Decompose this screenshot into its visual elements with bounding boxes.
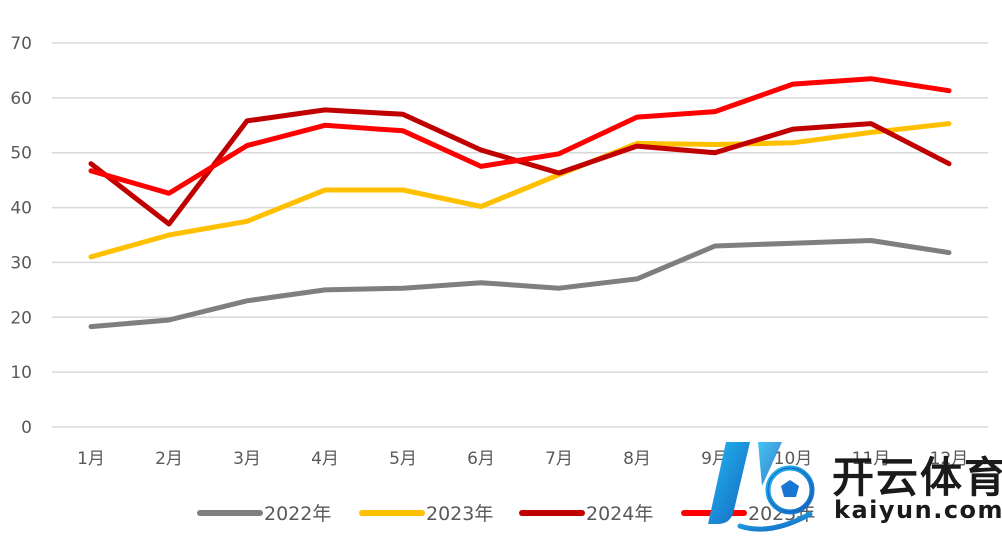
x-tick-label: 6月 bbox=[467, 449, 495, 469]
series-line-1 bbox=[88, 121, 952, 260]
x-tick-label: 11月 bbox=[852, 449, 891, 469]
y-tick-label: 10 bbox=[10, 363, 32, 383]
x-tick-label: 5月 bbox=[389, 449, 417, 469]
kaiyun-logo: 开云体育 kaiyun.com bbox=[700, 436, 1002, 540]
watermark-brand: 开云体育 bbox=[832, 453, 1002, 502]
series-line-3 bbox=[88, 76, 952, 196]
x-tick-label: 10月 bbox=[774, 449, 813, 469]
y-axis-ticks: 0 10 20 30 40 50 60 70 bbox=[10, 34, 32, 438]
y-tick-label: 20 bbox=[10, 308, 32, 328]
series-line-0 bbox=[88, 238, 952, 330]
x-tick-label: 8月 bbox=[623, 449, 651, 469]
x-axis-ticks: 1月 2月 3月 4月 5月 6月 7月 8月 9月 10月 11月 12月 bbox=[77, 449, 968, 469]
y-tick-label: 60 bbox=[10, 89, 32, 109]
legend-label: 2024年 bbox=[586, 503, 653, 525]
x-tick-label: 3月 bbox=[233, 449, 261, 469]
legend-item: 2024年 bbox=[519, 503, 653, 525]
legend-label: 2023年 bbox=[426, 503, 493, 525]
x-tick-label: 4月 bbox=[311, 449, 339, 469]
gridlines bbox=[52, 42, 988, 428]
series-lines bbox=[88, 76, 952, 330]
x-tick-label: 7月 bbox=[545, 449, 573, 469]
legend-label: 2022年 bbox=[264, 503, 331, 525]
y-tick-label: 40 bbox=[10, 199, 32, 219]
kaiyun-emblem-icon bbox=[708, 442, 815, 532]
y-tick-label: 70 bbox=[10, 34, 32, 54]
x-tick-label: 1月 bbox=[77, 449, 105, 469]
y-tick-label: 30 bbox=[10, 253, 32, 273]
y-tick-label: 0 bbox=[21, 418, 32, 438]
legend-item: 2023年 bbox=[359, 503, 493, 525]
y-tick-label: 50 bbox=[10, 144, 32, 164]
legend-item: 2022年 bbox=[197, 503, 331, 525]
watermark-domain: kaiyun.com bbox=[834, 496, 1002, 524]
x-tick-label: 2月 bbox=[155, 449, 183, 469]
x-tick-label: 12月 bbox=[930, 449, 969, 469]
